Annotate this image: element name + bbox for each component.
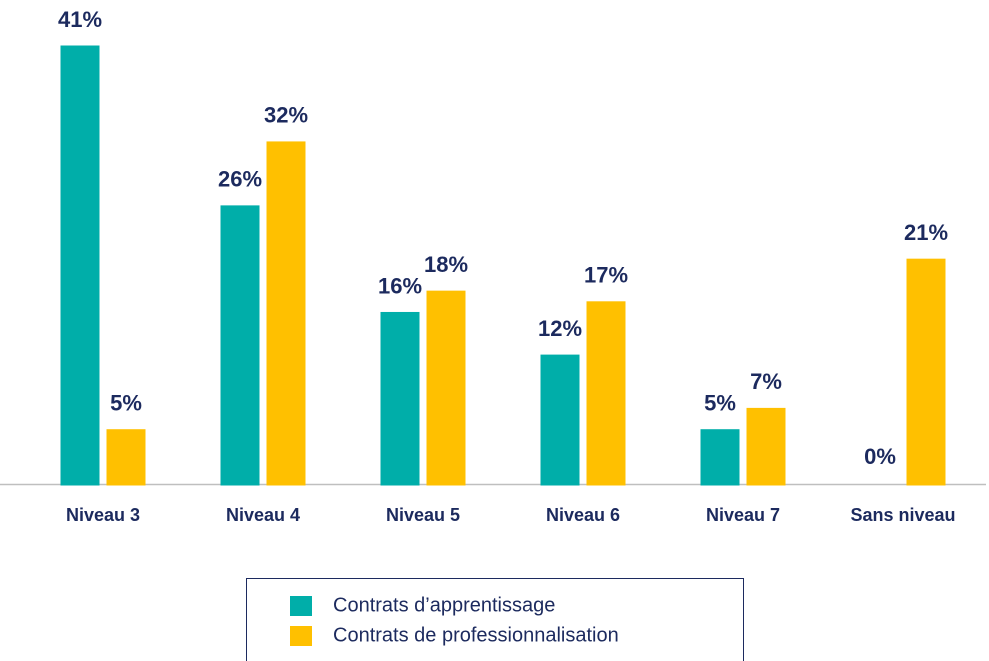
x-tick-label: Niveau 5 (386, 505, 460, 525)
bar (746, 407, 786, 486)
legend-swatch (290, 596, 312, 616)
x-tick-label: Niveau 7 (706, 505, 780, 525)
value-label: 32% (264, 103, 308, 128)
x-tick-label: Sans niveau (850, 505, 955, 525)
x-tick-label: Niveau 4 (226, 505, 300, 525)
legend-label: Contrats d’apprentissage (333, 594, 555, 616)
bar (540, 354, 580, 486)
value-label: 21% (904, 220, 948, 245)
legend-label: Contrats de professionnalisation (333, 624, 619, 646)
value-label: 26% (218, 167, 262, 192)
value-label: 5% (704, 391, 736, 416)
legend-box (246, 578, 744, 661)
value-label: 18% (424, 252, 468, 277)
bar (426, 290, 466, 486)
bar (700, 429, 740, 486)
bar (380, 311, 420, 486)
bar (906, 258, 946, 486)
value-label: 41% (58, 7, 102, 32)
bar (586, 301, 626, 486)
value-label: 12% (538, 316, 582, 341)
value-label: 16% (378, 273, 422, 298)
x-tick-label: Niveau 6 (546, 505, 620, 525)
bar (60, 45, 100, 486)
value-label: 0% (864, 444, 896, 469)
legend-swatch (290, 626, 312, 646)
bar (266, 141, 306, 486)
value-label: 7% (750, 369, 782, 394)
value-label: 5% (110, 391, 142, 416)
bar (106, 429, 146, 486)
x-tick-label: Niveau 3 (66, 505, 140, 525)
bar (220, 205, 260, 486)
value-label: 17% (584, 263, 628, 288)
